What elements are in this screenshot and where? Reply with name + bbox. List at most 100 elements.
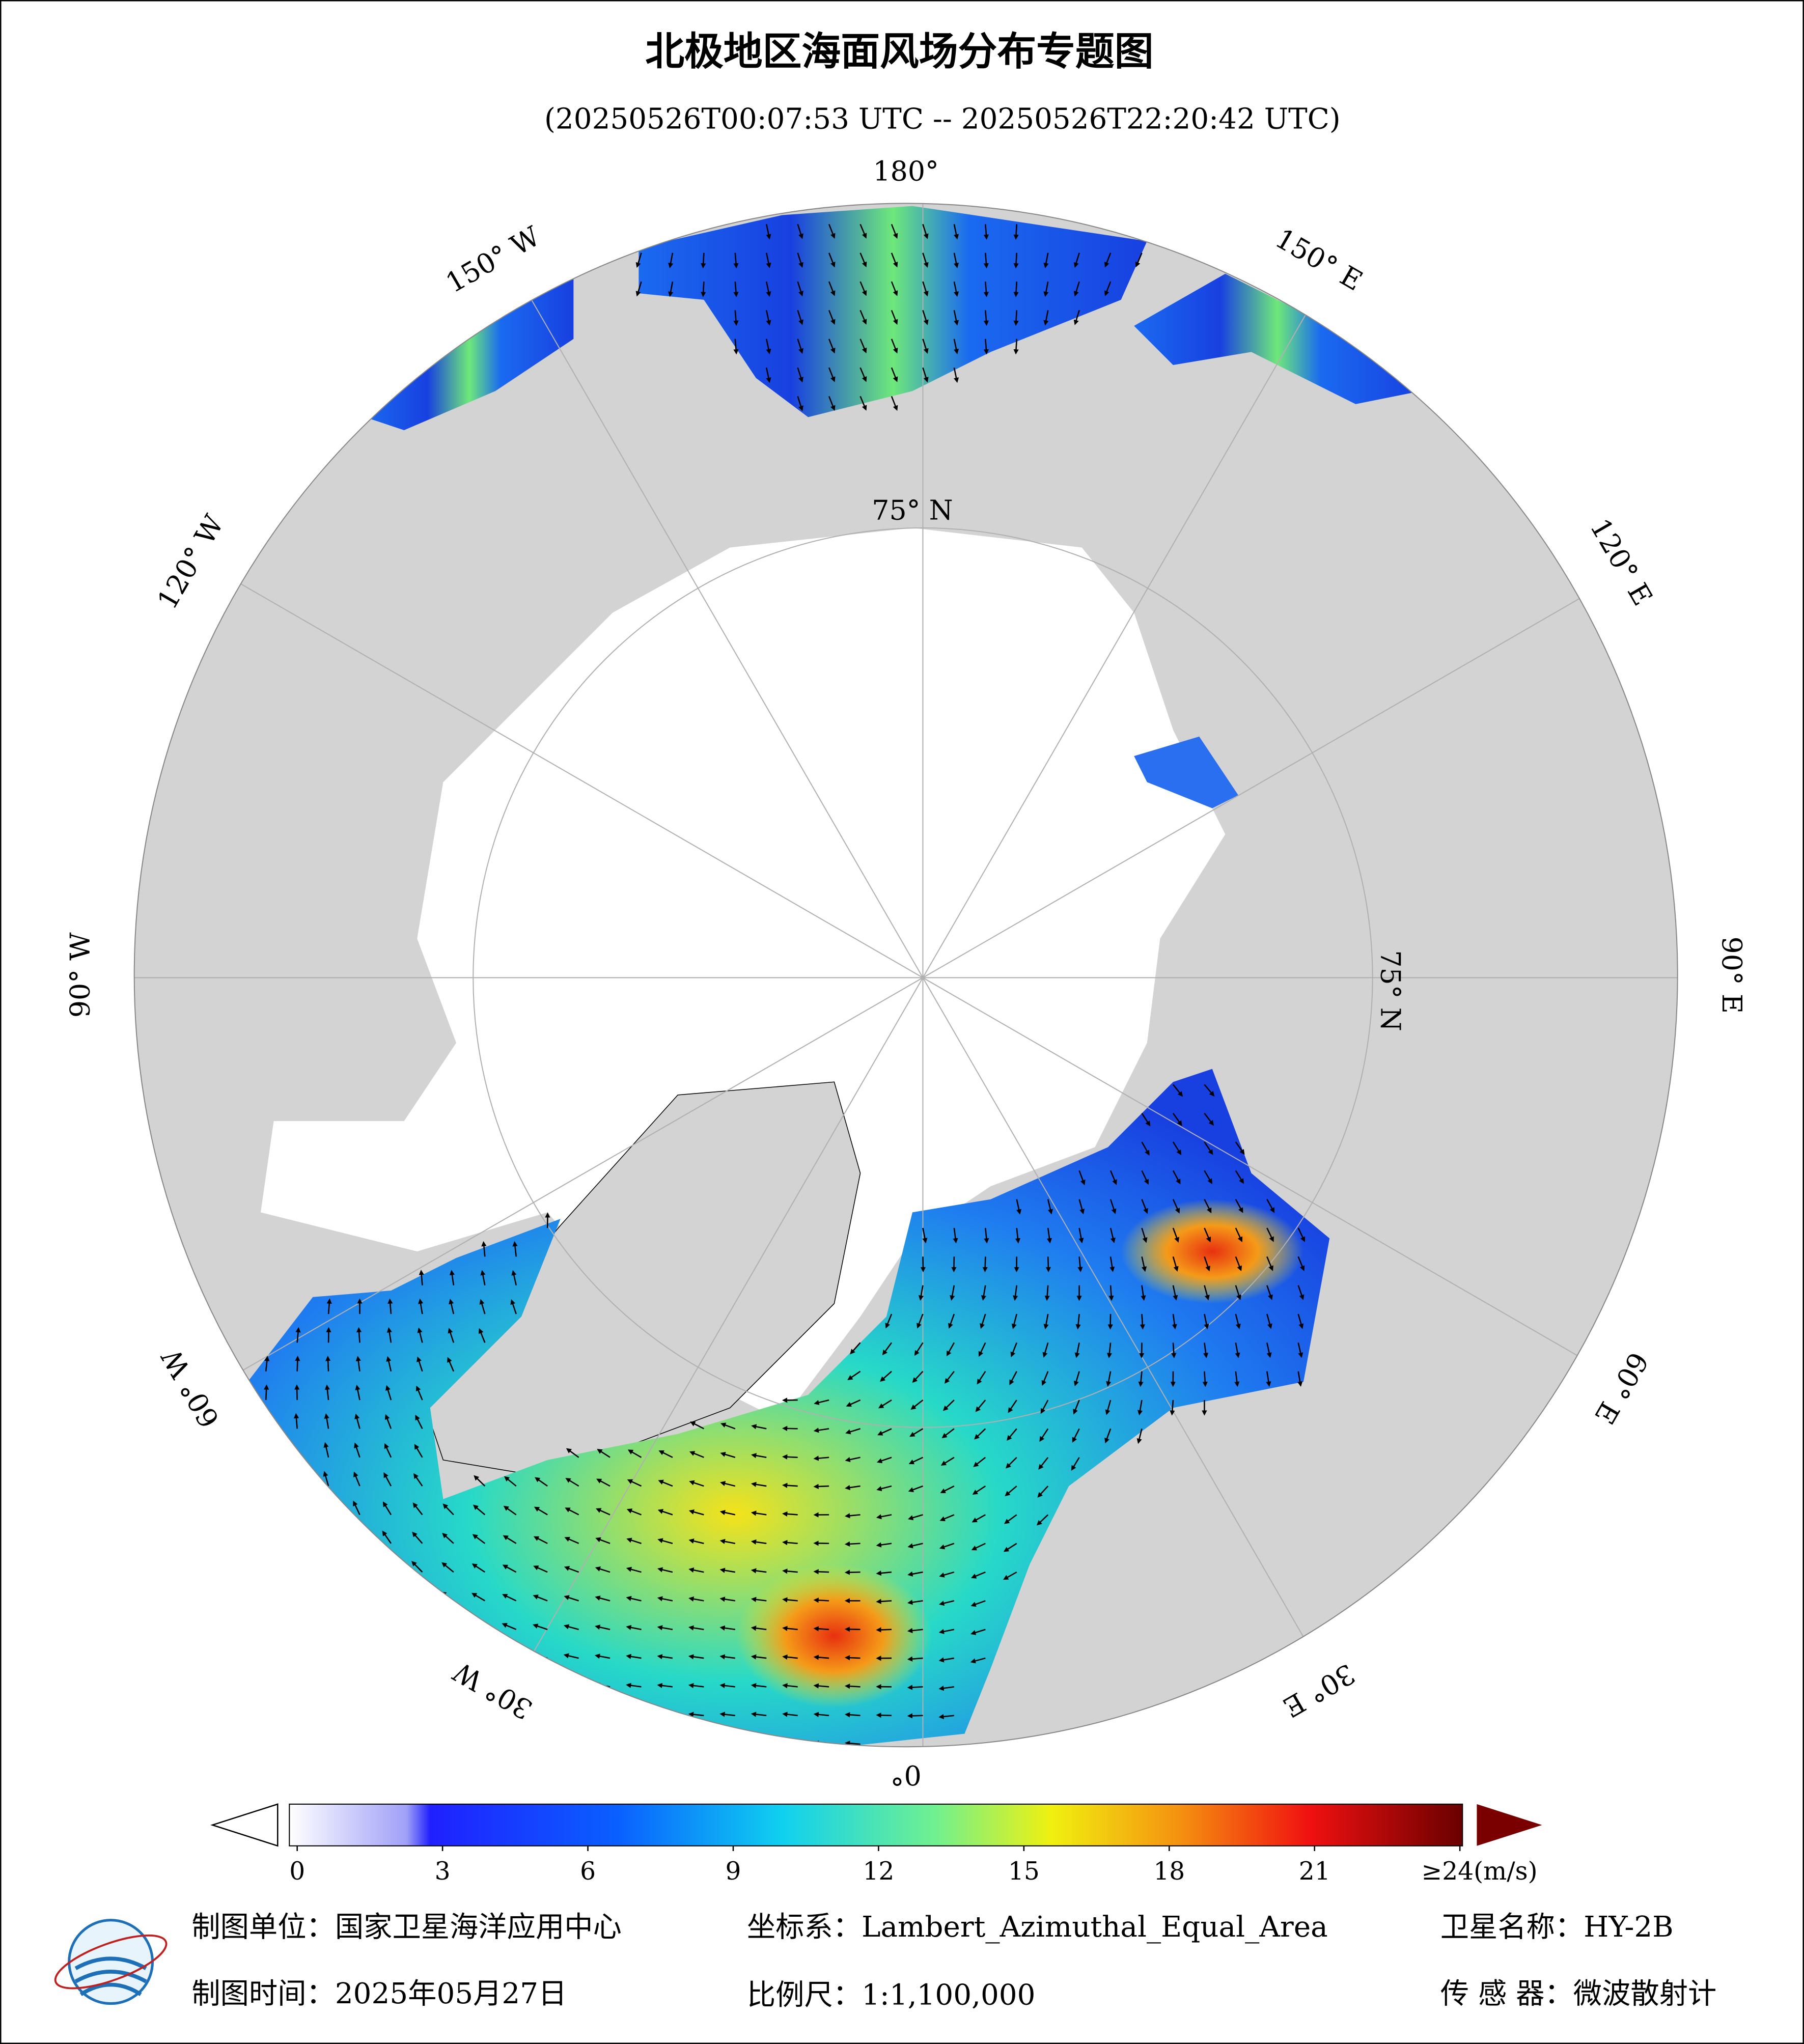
wind-arrow bbox=[912, 1370, 924, 1383]
wind-arrow bbox=[1234, 1371, 1240, 1387]
wind-arrow bbox=[384, 1443, 392, 1458]
wind-arrow bbox=[766, 339, 771, 354]
wind-arrow bbox=[1013, 253, 1019, 269]
wind-arrow bbox=[1011, 1313, 1018, 1329]
wind-arrow bbox=[657, 1538, 673, 1544]
wind-arrow bbox=[766, 253, 771, 268]
wind-arrow bbox=[502, 1623, 517, 1630]
wind-arrow bbox=[1140, 1313, 1145, 1330]
wind-arrow bbox=[595, 1595, 610, 1602]
wind-arrow bbox=[751, 1481, 767, 1487]
wind-arrow bbox=[891, 223, 898, 239]
wind-arrow bbox=[626, 1537, 642, 1544]
wind-arrow bbox=[782, 1626, 798, 1631]
wind-arrow bbox=[844, 1627, 861, 1632]
wind-arrow bbox=[688, 1567, 704, 1573]
wind-arrow bbox=[1266, 1285, 1273, 1300]
wind-arrow bbox=[1039, 1428, 1049, 1442]
wind-arrow bbox=[657, 1654, 673, 1660]
wind-arrow bbox=[719, 1625, 735, 1631]
wind-arrow bbox=[797, 339, 803, 354]
wind-arrow bbox=[1203, 1342, 1209, 1358]
wind-arrow bbox=[1106, 1371, 1112, 1387]
wind-arrow bbox=[1172, 1113, 1182, 1126]
wind-arrow bbox=[766, 367, 771, 383]
wind-arrow bbox=[922, 224, 929, 239]
wind-arrow bbox=[1013, 282, 1019, 297]
colorbar-tick-label: 3 bbox=[435, 1857, 451, 1886]
wind-arrow bbox=[1042, 1342, 1049, 1358]
wind-arrow bbox=[859, 396, 867, 411]
wind-arrow bbox=[876, 1542, 892, 1548]
wind-arrow bbox=[782, 1654, 798, 1660]
wind-arrow bbox=[355, 1384, 360, 1401]
wind-arrow bbox=[876, 1514, 892, 1520]
wind-arrow bbox=[1204, 1313, 1209, 1330]
wind-arrow bbox=[1266, 1199, 1275, 1213]
wind-arrow bbox=[922, 310, 929, 325]
wind-arrow bbox=[323, 1442, 329, 1458]
wind-arrow bbox=[1074, 1342, 1080, 1358]
wind-arrow bbox=[1141, 1170, 1149, 1185]
wind-arrow bbox=[970, 1571, 986, 1579]
wind-arrow bbox=[970, 1657, 986, 1664]
wind-arrow bbox=[626, 1566, 642, 1573]
wind-arrow bbox=[982, 1256, 988, 1273]
footer-sensor: 传 感 器：微波散射计 bbox=[1440, 1977, 1717, 2010]
meridian bbox=[466, 203, 924, 978]
wind-arrow bbox=[1235, 1227, 1243, 1242]
wind-arrow bbox=[533, 1594, 548, 1602]
wind-arrow bbox=[719, 1654, 735, 1660]
wind-arrow bbox=[1072, 1428, 1080, 1443]
wind-arrow bbox=[413, 1473, 423, 1487]
wind-arrow bbox=[953, 310, 959, 326]
wind-arrow bbox=[938, 1657, 955, 1663]
wind-arrow bbox=[1204, 1227, 1211, 1243]
wind-arrow bbox=[658, 1450, 673, 1458]
wind-arrow bbox=[908, 1514, 923, 1521]
wind-arrow bbox=[1172, 1141, 1182, 1156]
wind-arrow bbox=[939, 1514, 955, 1522]
wind-arrow bbox=[1109, 1199, 1117, 1214]
wind-arrow bbox=[813, 1483, 829, 1490]
wind-arrow bbox=[354, 1413, 360, 1429]
wind-arrow bbox=[1109, 1170, 1117, 1185]
wind-arrow bbox=[1078, 1199, 1085, 1215]
footer-date: 制图时间：2025年05月27日 bbox=[191, 1977, 567, 2010]
wind-arrow bbox=[1005, 1486, 1017, 1496]
wind-arrow bbox=[635, 281, 642, 297]
colorbar-max-extend bbox=[1477, 1804, 1542, 1846]
wind-arrow bbox=[417, 1356, 423, 1372]
wind-arrow bbox=[907, 1628, 923, 1634]
wind-arrow bbox=[414, 1444, 423, 1458]
wind-arrow bbox=[782, 1482, 798, 1488]
wind-arrow bbox=[626, 1654, 642, 1659]
wind-arrow bbox=[891, 396, 898, 411]
wind-arrow bbox=[751, 1654, 767, 1660]
wind-arrow bbox=[1004, 1514, 1017, 1524]
wind-arrow bbox=[878, 1399, 892, 1409]
wind-arrow bbox=[1009, 1371, 1017, 1385]
wind-arrow bbox=[417, 1327, 423, 1343]
colorbar-tick-label: 9 bbox=[726, 1857, 741, 1886]
wind-arrow bbox=[953, 1227, 958, 1244]
colorbar-tick-label: 21 bbox=[1299, 1857, 1330, 1886]
wind-arrow bbox=[1297, 1371, 1303, 1387]
wind-arrow bbox=[908, 1485, 923, 1493]
wind-arrow bbox=[564, 1595, 579, 1602]
wind-arrow bbox=[828, 223, 836, 239]
wind-arrow bbox=[953, 367, 959, 383]
wind-arrow bbox=[511, 1270, 517, 1286]
wind-arrow bbox=[1141, 1113, 1151, 1127]
wind-arrow bbox=[876, 1712, 892, 1718]
wind-arrow bbox=[1172, 1313, 1177, 1330]
wind-arrow bbox=[1046, 1227, 1052, 1244]
wind-arrow bbox=[595, 1537, 610, 1544]
wind-arrow bbox=[939, 1600, 955, 1606]
wind-arrow bbox=[474, 1475, 486, 1487]
wind-arrow bbox=[1013, 224, 1019, 240]
wind-arrow bbox=[688, 1683, 704, 1689]
wind-arrow bbox=[859, 367, 867, 382]
wind-arrow bbox=[876, 1599, 892, 1604]
